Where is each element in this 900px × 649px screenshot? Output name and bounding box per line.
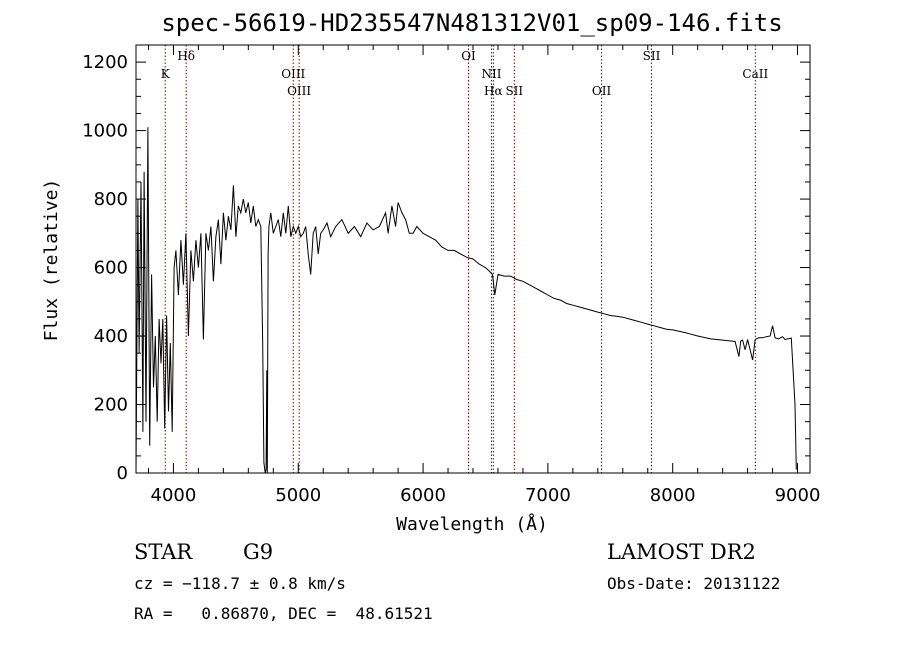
spectrum-series [135, 127, 797, 474]
chart-title: spec-56619-HD235547N481312V01_sp09-146.f… [161, 9, 782, 37]
spectral-line-label: OI [461, 49, 476, 63]
x-tick-label: 5000 [275, 485, 321, 506]
object-class: STAR [134, 540, 193, 564]
x-tick-label: 4000 [151, 485, 197, 506]
y-axis-ticks: 0 200 400 600 800 1000 1200 [82, 52, 810, 484]
coordinates-text: RA = 0.86870, DEC = 48.61521 [134, 604, 433, 623]
x-axis-label: Wavelength (Å) [396, 513, 548, 535]
x-axis-ticks: 4000 5000 6000 7000 8000 9000 [147, 45, 821, 506]
spectral-line-markers [164, 45, 756, 473]
x-tick-label: 8000 [650, 485, 696, 506]
y-tick-label: 800 [94, 189, 128, 210]
redshift-text: cz = −118.7 ± 0.8 km/s [134, 574, 346, 593]
spectral-line-label: OIII [287, 84, 311, 98]
spectral-line-label: CaII [742, 67, 768, 81]
spectral-line-label: K [161, 67, 171, 81]
spectral-line-label: NII [481, 67, 501, 81]
y-tick-label: 200 [94, 395, 128, 416]
x-tick-label: 7000 [525, 485, 571, 506]
spectral-line-label: OIII [281, 67, 305, 81]
x-tick-label: 9000 [775, 485, 821, 506]
object-subclass: G9 [243, 540, 273, 564]
y-tick-label: 1000 [82, 121, 128, 142]
spectral-line-label: OII [592, 84, 612, 98]
spectral-line-label: SII [505, 84, 523, 98]
spectral-line-label: Hδ [177, 49, 195, 63]
y-axis-label: Flux (relative) [41, 179, 62, 342]
y-tick-label: 0 [117, 463, 128, 484]
x-tick-label: 6000 [400, 485, 446, 506]
spectral-line-label: SII [643, 49, 661, 63]
obs-date-text: Obs-Date: 20131122 [607, 574, 780, 593]
y-tick-label: 1200 [82, 52, 128, 73]
survey-name: LAMOST DR2 [607, 540, 756, 564]
y-tick-label: 600 [94, 258, 128, 279]
y-tick-label: 400 [94, 326, 128, 347]
spectral-line-label: Hα [484, 84, 503, 98]
